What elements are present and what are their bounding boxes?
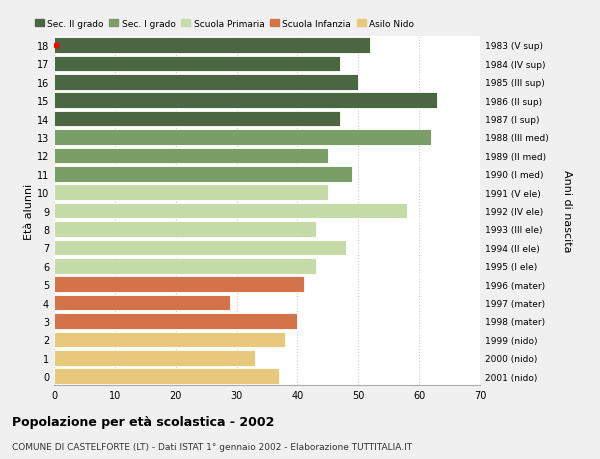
- Bar: [54, 93, 437, 109]
- Bar: [54, 240, 346, 256]
- Text: COMUNE DI CASTELFORTE (LT) - Dati ISTAT 1° gennaio 2002 - Elaborazione TUTTITALI: COMUNE DI CASTELFORTE (LT) - Dati ISTAT …: [12, 442, 412, 451]
- Bar: [54, 185, 328, 201]
- Bar: [54, 130, 431, 146]
- Text: Popolazione per età scolastica - 2002: Popolazione per età scolastica - 2002: [12, 415, 274, 428]
- Legend: Sec. II grado, Sec. I grado, Scuola Primaria, Scuola Infanzia, Asilo Nido: Sec. II grado, Sec. I grado, Scuola Prim…: [35, 20, 414, 29]
- Bar: [54, 369, 279, 384]
- Bar: [54, 332, 285, 347]
- Bar: [54, 148, 328, 164]
- Bar: [54, 56, 340, 72]
- Bar: [54, 167, 352, 182]
- Bar: [54, 112, 340, 127]
- Bar: [54, 313, 298, 329]
- Bar: [54, 222, 316, 237]
- Y-axis label: Anni di nascita: Anni di nascita: [563, 170, 572, 252]
- Bar: [54, 203, 407, 219]
- Bar: [54, 75, 358, 90]
- Bar: [54, 258, 316, 274]
- Bar: [54, 350, 255, 366]
- Bar: [54, 277, 304, 292]
- Bar: [54, 295, 230, 311]
- Y-axis label: Età alunni: Età alunni: [24, 183, 34, 239]
- Bar: [54, 38, 370, 54]
